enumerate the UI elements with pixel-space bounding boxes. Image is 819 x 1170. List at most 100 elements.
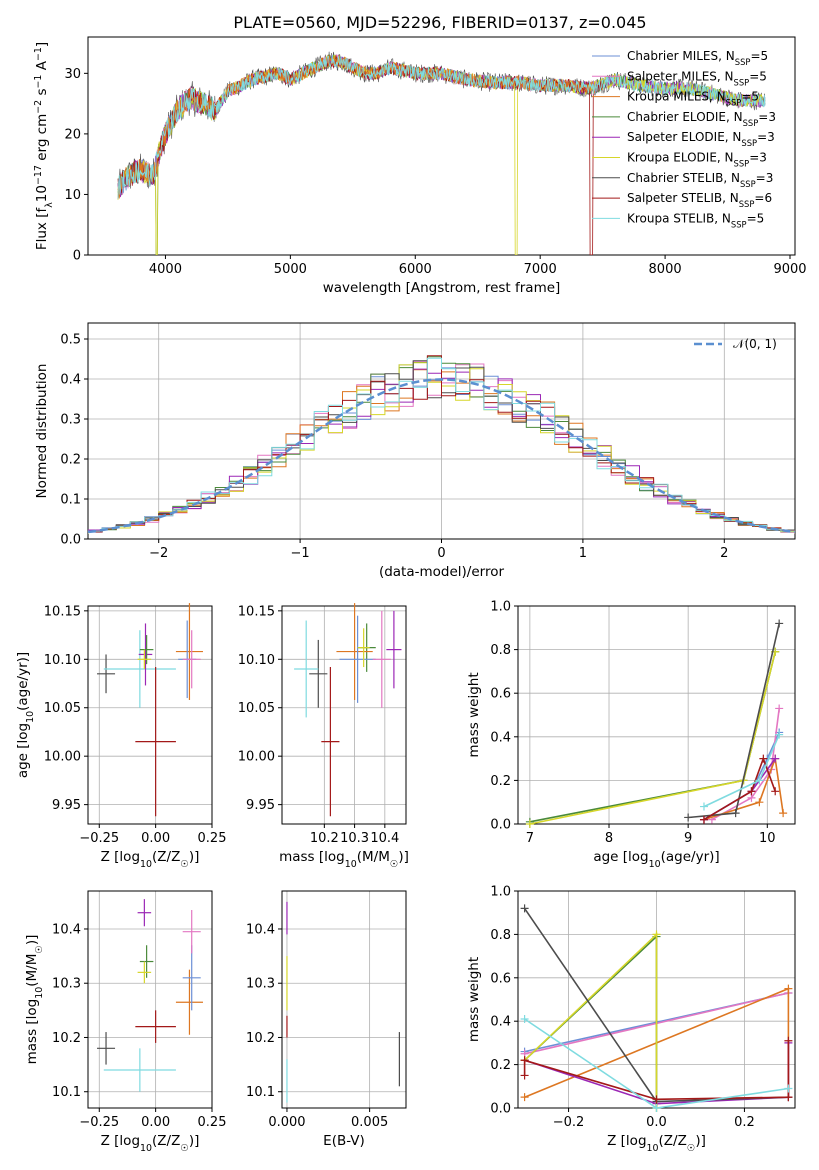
spectrum-ytick-label: 30 xyxy=(64,67,81,82)
mass_weight_vs_Z-marker xyxy=(652,1095,661,1104)
mass_weight_vs_Z-xtick-label: 0.2 xyxy=(734,1115,755,1130)
mass_weight_vs_age-series-1 xyxy=(711,708,780,821)
spectrum-legend-label: Chabrier STELIB, NSSP=3 xyxy=(627,171,773,189)
spectrum-legend-label: Salpeter ELODIE, NSSP=3 xyxy=(627,130,775,148)
mass_vs_Z-xtick-label: 0.00 xyxy=(141,1115,170,1130)
residuals-ytick-label: 0.4 xyxy=(60,373,81,388)
mass_weight_vs_age-xtick-label: 10 xyxy=(759,831,776,846)
mass_weight_vs_age-marker xyxy=(684,813,693,822)
mass_vs_EBV-xtick-label: 0.000 xyxy=(268,1115,305,1130)
spectrum-legend-label: Kroupa ELODIE, NSSP=3 xyxy=(627,151,767,169)
mass_vs_Z-ytick-label: 10.2 xyxy=(52,1031,81,1046)
mass_weight_vs_age-marker xyxy=(755,776,764,785)
mass_weight_vs_age-axes xyxy=(514,605,796,828)
age_vs_Z-ytick-label: 10.00 xyxy=(44,750,81,765)
mass_weight_vs_Z-marker xyxy=(520,1093,529,1102)
mass_weight_vs_age-series-0 xyxy=(703,732,780,821)
mass_weight_vs_age-xtick-label: 9 xyxy=(684,831,692,846)
age_vs_mass-xtick-label: 10.3 xyxy=(340,831,369,846)
age_vs_mass-frame xyxy=(281,605,407,825)
spectrum-legend-label: Chabrier MILES, NSSP=5 xyxy=(627,49,768,67)
mass_weight_vs_Z-xtick-label: 0.0 xyxy=(646,1115,667,1130)
mass_weight_vs_age-marker xyxy=(771,754,780,763)
mass_weight_vs_age-marker xyxy=(775,619,784,628)
mass_weight_vs_Z-xlabel: Z [log10(Z/Z☉)] xyxy=(607,1133,706,1154)
mass_weight_vs_Z-ytick-label: 0.4 xyxy=(490,1015,511,1030)
mass_vs_Z-ylabel: mass [log10(M/M☉)] xyxy=(24,935,45,1065)
residuals-ytick-label: 0.5 xyxy=(60,333,81,348)
age_vs_mass-xtick-label: 10.4 xyxy=(370,831,399,846)
mass_vs_EBV-ytick-label: 10.1 xyxy=(246,1085,275,1100)
mass_weight_vs_age-series-2 xyxy=(703,758,784,821)
mass_weight_vs_Z-marker xyxy=(520,1015,529,1024)
mass_vs_EBV-axes xyxy=(278,890,407,1112)
residuals-xtick-label: 2 xyxy=(720,546,728,561)
age_vs_Z-ytick-label: 10.05 xyxy=(44,701,81,716)
mass_weight_vs_Z-xtick-label: −0.2 xyxy=(553,1115,585,1130)
mass_weight_vs_age-marker xyxy=(775,704,784,713)
mass_weight_vs_age-series-7 xyxy=(703,756,776,821)
mass_vs_EBV-ytick-label: 10.4 xyxy=(246,922,275,937)
mass_vs_Z-ytick-label: 10.3 xyxy=(52,977,81,992)
mass_weight_vs_Z-marker xyxy=(784,1084,793,1093)
mass_weight_vs_Z-marker xyxy=(784,1093,793,1102)
spectrum-xtick-label: 6000 xyxy=(399,262,432,277)
residuals-hist-8 xyxy=(88,357,795,533)
mass_vs_EBV-ytick-label: 10.3 xyxy=(246,977,275,992)
mass_vs_Z-xtick-label: 0.25 xyxy=(198,1115,227,1130)
mass_weight_vs_Z-marker xyxy=(652,1104,661,1112)
spectrum-xtick-label: 4000 xyxy=(149,262,182,277)
mass_weight_vs_age-ytick-label: 0.8 xyxy=(490,643,511,658)
age_vs_Z-xtick-label: 0.25 xyxy=(198,831,227,846)
mass_weight_vs_age-frame xyxy=(517,605,796,825)
spectrum-frame xyxy=(87,36,796,256)
spectrum-legend-label: Chabrier ELODIE, NSSP=3 xyxy=(627,110,776,128)
mass_weight_vs_Z-ytick-label: 0.2 xyxy=(490,1058,511,1073)
age_vs_Z-ytick-label: 10.10 xyxy=(44,653,81,668)
mass_weight_vs_Z-marker xyxy=(784,984,793,993)
residuals-ytick-label: 0.0 xyxy=(60,533,81,548)
residuals-normal-curve xyxy=(87,378,796,534)
mass_weight_vs_age-marker xyxy=(731,809,740,818)
age_vs_mass-ytick-label: 10.10 xyxy=(238,653,275,668)
mass_weight_vs_age-ytick-label: 0.4 xyxy=(490,730,511,745)
age_vs_Z-ytick-label: 9.95 xyxy=(52,798,81,813)
spectrum-legend-label: Salpeter STELIB, NSSP=6 xyxy=(627,191,772,209)
spectrum-series-2 xyxy=(117,54,596,199)
figure-title: PLATE=0560, MJD=52296, FIBERID=0137, z=0… xyxy=(233,13,646,32)
residuals-ytick-label: 0.1 xyxy=(60,493,81,508)
mass_vs_EBV-xlabel: E(B-V) xyxy=(323,1133,365,1149)
mass_vs_Z-xtick-label: −0.25 xyxy=(79,1115,119,1130)
age_vs_mass-xtick-label: 10.2 xyxy=(310,831,339,846)
spectrum-series-5 xyxy=(117,54,766,255)
age_vs_mass-ytick-label: 10.00 xyxy=(238,750,275,765)
mass_weight_vs_age-ytick-label: 0.2 xyxy=(490,774,511,789)
spectrum-legend-label: Kroupa STELIB, NSSP=5 xyxy=(627,211,764,229)
mass_vs_Z-axes xyxy=(84,890,213,1112)
spectrum-xtick-label: 8000 xyxy=(649,262,682,277)
spectrum-xtick-label: 5000 xyxy=(274,262,307,277)
spectrum-series-8 xyxy=(117,54,766,199)
age_vs_Z-xtick-label: 0.00 xyxy=(141,831,170,846)
mass_weight_vs_Z-ytick-label: 0.0 xyxy=(490,1102,511,1117)
spectrum-ytick-label: 10 xyxy=(64,188,81,203)
mass_vs_EBV-ytick-label: 10.2 xyxy=(246,1031,275,1046)
age_vs_Z-frame xyxy=(87,605,213,825)
mass_weight_vs_age-ylabel: mass weight xyxy=(466,672,482,757)
age_vs_mass-ytick-label: 10.05 xyxy=(238,701,275,716)
mass_weight_vs_age-marker xyxy=(699,802,708,811)
age_vs_Z-ytick-label: 10.15 xyxy=(44,604,81,619)
mass_weight_vs_Z-ytick-label: 0.6 xyxy=(490,971,511,986)
mass_weight_vs_Z-ytick-label: 0.8 xyxy=(490,928,511,943)
mass_vs_Z-xlabel: Z [log10(Z/Z☉)] xyxy=(101,1133,200,1154)
age_vs_Z-axes xyxy=(84,605,213,828)
mass_weight_vs_Z-ylabel: mass weight xyxy=(466,957,482,1042)
mass_weight_vs_age-marker xyxy=(779,809,788,818)
residuals-axes xyxy=(84,322,796,543)
spectrum-ytick-label: 0 xyxy=(73,249,81,264)
spectrum-axes xyxy=(84,36,796,259)
age_vs_Z-ylabel: age [log10(age/yr)] xyxy=(15,652,36,778)
mass_weight_vs_age-ytick-label: 0.6 xyxy=(490,687,511,702)
residuals-xtick-label: −2 xyxy=(149,546,168,561)
